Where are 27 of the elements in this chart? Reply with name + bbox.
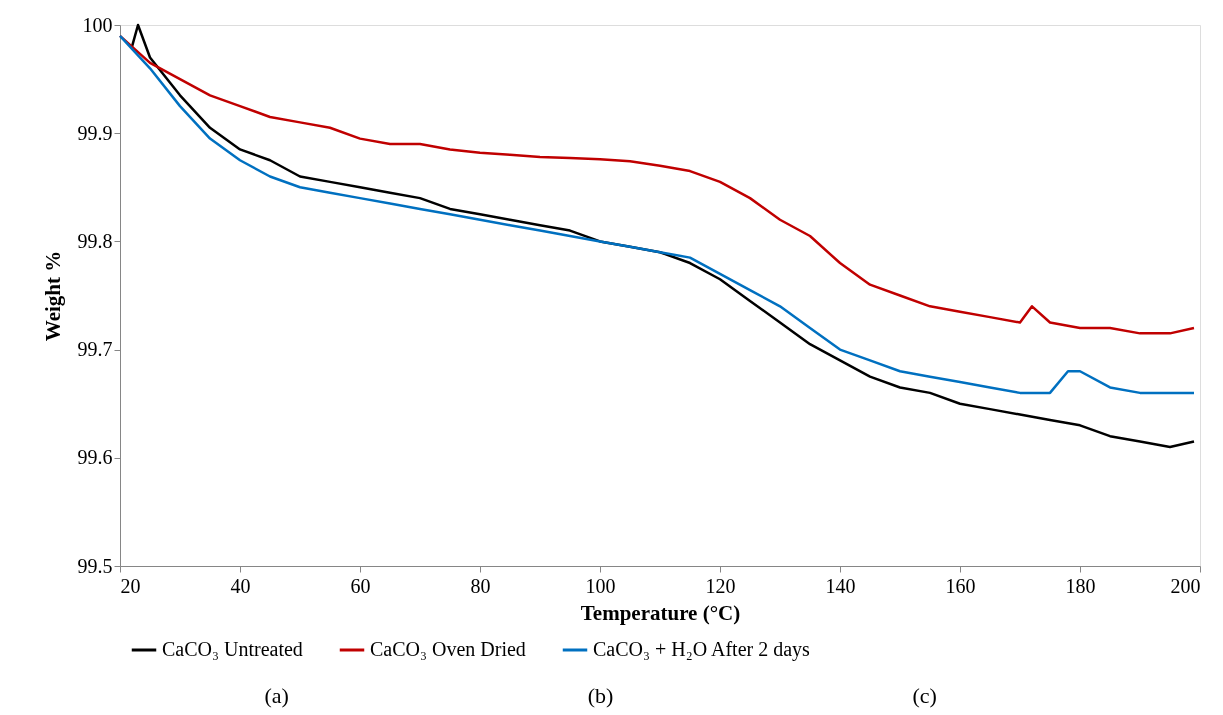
text: (b) bbox=[587, 683, 614, 708]
x-tick-label: 80 bbox=[470, 574, 491, 597]
legend-label: CaCO₃ Untreated bbox=[162, 638, 303, 660]
x-tick-label: 180 bbox=[1065, 574, 1096, 597]
y-tick-label: 99.5 bbox=[77, 554, 113, 577]
x-tick-label: 120 bbox=[705, 574, 736, 597]
line-series bbox=[130, 23, 1196, 449]
x-tick-label: 140 bbox=[825, 574, 856, 597]
x-tick-label: 200 bbox=[1170, 574, 1201, 597]
text: (a) bbox=[264, 683, 289, 708]
y-axis-title: Weight % bbox=[40, 250, 65, 342]
x-tick-label: 40 bbox=[230, 574, 251, 597]
y-tick-label: 99.6 bbox=[77, 446, 113, 469]
line-series bbox=[118, 34, 1196, 335]
y-tick-label: 99.9 bbox=[77, 121, 113, 144]
y-tick-label: 99.7 bbox=[77, 338, 113, 361]
y-tick-label: 99.8 bbox=[77, 229, 113, 252]
x-tick-label: 20 bbox=[120, 574, 141, 597]
x-tick-label: 100 bbox=[585, 574, 616, 597]
line-series bbox=[118, 34, 1196, 395]
text: (c) bbox=[912, 683, 937, 708]
legend-label: CaCO₃ + H₂O After 2 days bbox=[593, 638, 811, 661]
y-tick-label: 100 bbox=[82, 13, 113, 36]
x-tick-label: 160 bbox=[945, 574, 976, 597]
legend-label: CaCO₃ Oven Dried bbox=[370, 638, 526, 660]
x-axis-title: Temperature (°C) bbox=[580, 600, 741, 625]
x-tick-label: 60 bbox=[350, 574, 371, 597]
